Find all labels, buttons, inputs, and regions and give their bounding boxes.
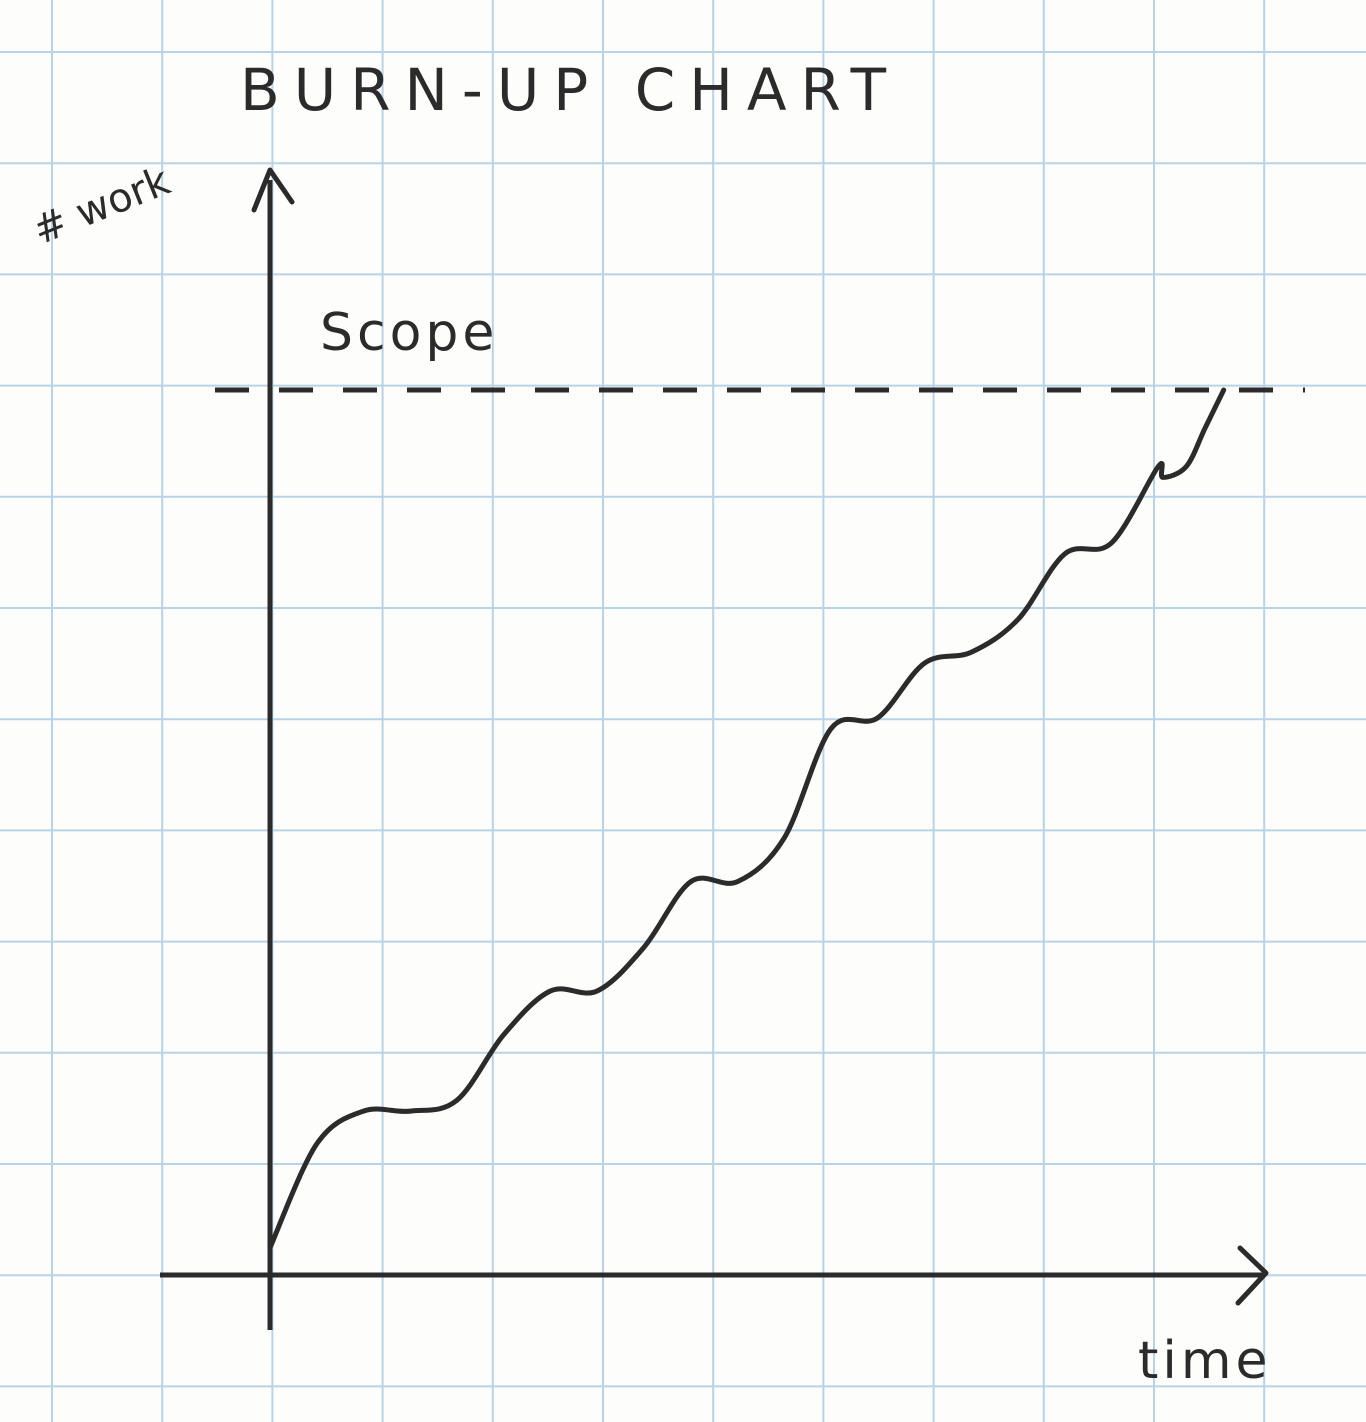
burn-up-line — [267, 387, 1227, 1251]
y-axis — [251, 167, 295, 1330]
chart-title: BURN-UP CHART — [240, 56, 900, 124]
x-axis-arrowhead — [1235, 1245, 1269, 1306]
x-axis-label: time — [1138, 1331, 1271, 1391]
y-axis-arrowhead — [251, 167, 295, 213]
y-axis-label: # work — [27, 158, 178, 255]
x-axis — [160, 1245, 1269, 1306]
series-layer — [267, 387, 1227, 1251]
scope-label: Scope — [320, 303, 498, 363]
